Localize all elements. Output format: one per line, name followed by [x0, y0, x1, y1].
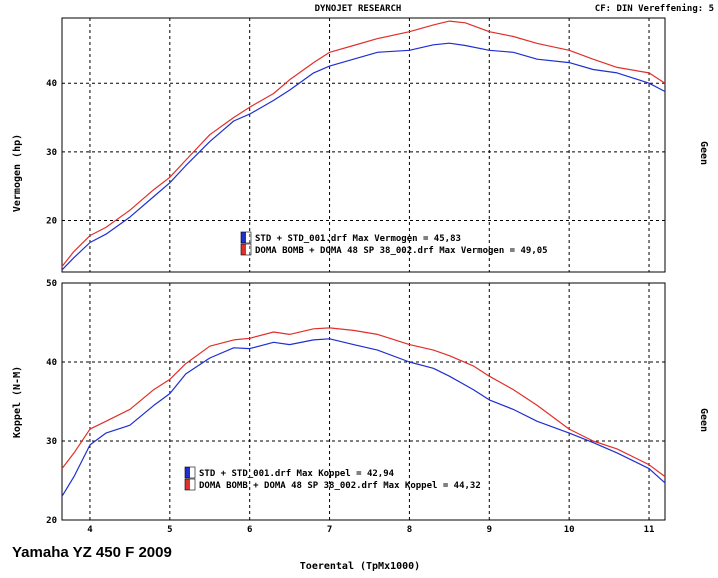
vehicle-title: Yamaha YZ 450 F 2009: [12, 544, 172, 561]
x-tick-label: 7: [327, 525, 332, 535]
legend-swatch-border: [184, 478, 196, 491]
torque-legend-entry: DOMA BOMB + DOMA 48 SP 38_002.drf Max Ko…: [199, 481, 481, 491]
x-tick-label: 4: [87, 525, 93, 535]
x-tick-label: 11: [644, 525, 655, 535]
power-series-std: [61, 42, 666, 271]
legend-swatch-doma: [241, 244, 246, 255]
power-panel: 20 30 40 STD + STD_001.drf Max Vermogen = 4…: [46, 17, 666, 273]
power-legend-entry: DOMA BOMB + DOMA 48 SP 38_002.drf Max Ve…: [255, 246, 548, 256]
legend-swatch-highlight: [190, 479, 195, 490]
power-legend-entry: STD + STD_001.drf Max Vermogen = 45,83: [255, 234, 461, 244]
header-center-text: DYNOJET RESEARCH: [315, 4, 402, 14]
x-tick-label: 9: [487, 525, 492, 535]
legend-swatch-highlight: [246, 232, 251, 243]
legend-swatch-highlight: [246, 244, 251, 255]
power-ylabel: Vermogen (hp): [12, 134, 23, 212]
x-tick-label: 8: [407, 525, 412, 535]
legend-swatch-border: [240, 231, 252, 244]
torque-y-tick-label: 20: [46, 516, 57, 526]
torque-panel: 4 5 6 7 8 9 10 11 20 30 40 50 STD + STD_001.drf Max …: [46, 279, 666, 535]
torque-plot-frame: [61, 282, 666, 521]
power-plot-frame: [61, 17, 666, 273]
x-tick-label: 10: [564, 525, 575, 535]
x-tick-label: 6: [247, 525, 252, 535]
power-right-label: Geen: [698, 141, 709, 165]
x-tick-label: 5: [167, 525, 172, 535]
torque-ylabel: Koppel (N-M): [12, 366, 23, 438]
legend-swatch-std: [185, 467, 190, 478]
legend-swatch-std: [241, 232, 246, 243]
torque-series-doma: [61, 327, 666, 478]
torque-legend-entry: STD + STD_001.drf Max Koppel = 42,94: [199, 469, 395, 479]
legend-swatch-doma: [185, 479, 190, 490]
torque-y-tick-label: 50: [46, 279, 57, 289]
torque-y-tick-label: 40: [46, 358, 57, 368]
torque-y-tick-label: 30: [46, 437, 57, 447]
power-y-tick-label: 30: [46, 148, 57, 158]
power-series-doma: [61, 20, 666, 267]
torque-series-std: [61, 338, 666, 497]
x-axis-title: Toerental (TpMx1000): [300, 561, 420, 572]
torque-right-label: Geen: [698, 408, 709, 432]
power-y-tick-label: 20: [46, 217, 57, 227]
legend-swatch-highlight: [190, 467, 195, 478]
power-y-tick-label: 40: [46, 79, 57, 89]
header-right-text: CF: DIN Vereffening: 5: [595, 3, 714, 14]
legend-swatch-border: [184, 466, 196, 479]
legend-swatch-border: [240, 243, 252, 256]
